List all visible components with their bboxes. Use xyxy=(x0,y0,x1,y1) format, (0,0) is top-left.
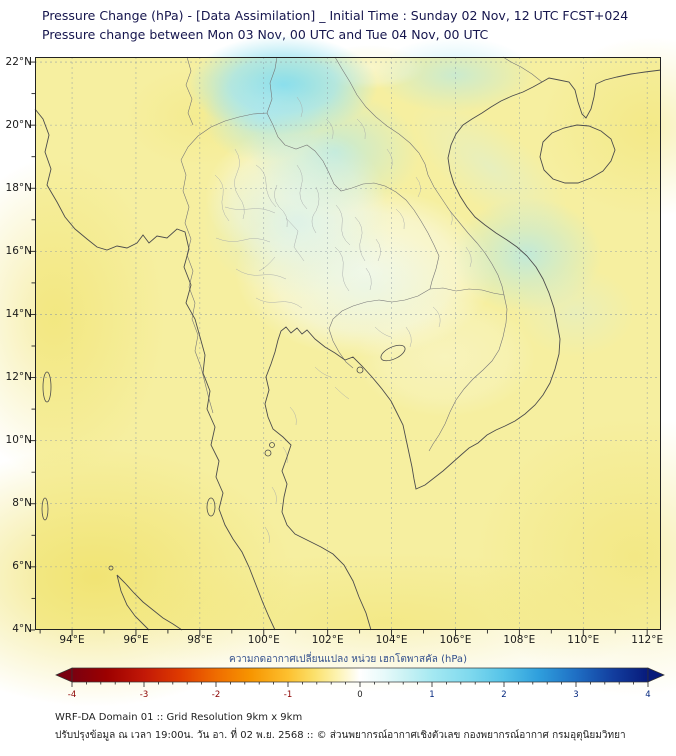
map-frame xyxy=(35,57,661,630)
country-borders xyxy=(180,56,543,452)
x-tick-label: 100°E xyxy=(247,634,280,646)
y-tick-label: 6°N xyxy=(12,560,32,573)
y-tick-label: 12°N xyxy=(5,371,32,384)
y-tick-label: 10°N xyxy=(5,434,32,447)
colorbar-tick-label: 4 xyxy=(645,690,651,700)
y-tick-label: 14°N xyxy=(5,307,32,320)
colorbar-title: ความกดอากาศเปลี่ยนแปลง หน่วย เฮกโตพาสคัล… xyxy=(229,654,467,665)
x-tick-label: 108°E xyxy=(503,634,536,646)
sumatra-coast-outline xyxy=(116,574,183,631)
x-tick-label: 94°E xyxy=(59,634,85,646)
colorbar xyxy=(55,667,665,690)
chart-title-line1: Pressure Change (hPa) - [Data Assimilati… xyxy=(42,8,629,23)
hainan-island-outline xyxy=(539,124,616,184)
tonle-sap-lake-outline xyxy=(380,344,406,362)
colorbar-tick-label: -3 xyxy=(139,690,149,700)
map-panel xyxy=(0,35,676,707)
colorbar-tick-marks xyxy=(71,682,649,687)
y-tick-label: 8°N xyxy=(12,497,32,510)
province-boundaries xyxy=(214,96,472,544)
x-tick-label: 96°E xyxy=(123,634,149,646)
colorbar-tick-label: 0 xyxy=(357,690,363,700)
coastlines xyxy=(34,69,662,631)
axis-tick-marks xyxy=(29,61,648,636)
pressure-field-fill xyxy=(0,35,676,707)
footer-domain-info: WRF-DA Domain 01 :: Grid Resolution 9km … xyxy=(55,712,303,723)
colorbar-tick-label: -2 xyxy=(211,690,221,700)
colorbar-right-arrow xyxy=(647,667,665,683)
colorbar-tick-label: 2 xyxy=(501,690,507,700)
y-tick-label: 4°N xyxy=(12,623,32,636)
colorbar-tick-label: 3 xyxy=(573,690,579,700)
colorbar-tick-label: -4 xyxy=(67,690,77,700)
y-tick-label: 22°N xyxy=(5,55,32,68)
colorbar-tick-label: -1 xyxy=(283,690,293,700)
x-tick-label: 110°E xyxy=(567,634,600,646)
colorbar-gradient-bar xyxy=(71,667,649,683)
pressure-change-map xyxy=(0,35,676,707)
colorbar-left-arrow xyxy=(55,667,73,683)
x-tick-label: 104°E xyxy=(375,634,408,646)
latlon-gridlines xyxy=(35,57,661,630)
x-tick-label: 98°E xyxy=(187,634,213,646)
x-tick-label: 112°E xyxy=(631,634,664,646)
footer-update-info: ปรับปรุงข้อมูล ณ เวลา 19:00น. วัน อา. ที… xyxy=(55,730,626,741)
y-tick-label: 18°N xyxy=(5,181,32,194)
small-islands xyxy=(41,344,406,571)
colorbar-tick-label: 1 xyxy=(429,690,435,700)
x-tick-label: 102°E xyxy=(311,634,344,646)
y-tick-label: 20°N xyxy=(5,118,32,131)
y-tick-label: 16°N xyxy=(5,244,32,257)
chart-title-line2: Pressure change between Mon 03 Nov, 00 U… xyxy=(42,27,489,42)
x-tick-label: 106°E xyxy=(439,634,472,646)
